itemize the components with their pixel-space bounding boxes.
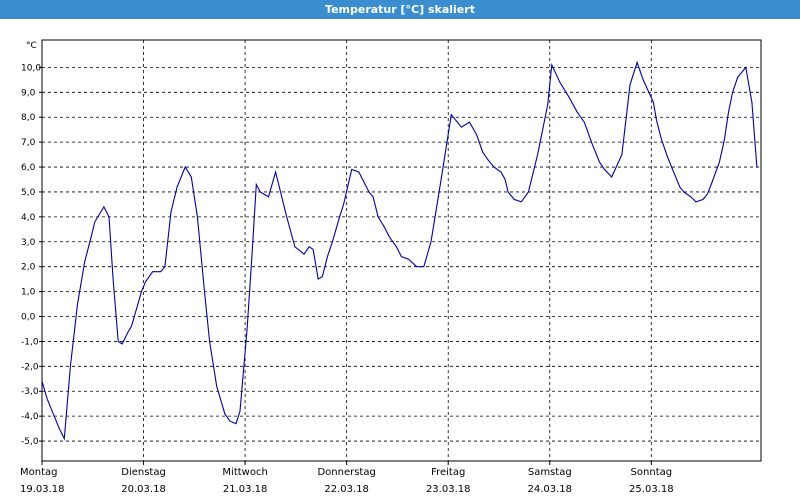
y-axis-ticks: 10,0 9,0 8,0 7,0 6,0 5,0 4,0 3,0 2,0 1,0 0,0 -1,0 -2…: [21, 63, 42, 447]
y-tick-label: 2,0: [21, 263, 36, 273]
y-tick-label: 10,0: [21, 63, 41, 73]
y-tick-label: 3,0: [21, 238, 36, 248]
y-tick-label: 1,0: [21, 288, 36, 298]
chart-title-bar: Temperatur [°C] skaliert: [0, 0, 800, 19]
y-tick-label: 0,0: [21, 313, 36, 323]
y-tick-label: 4,0: [21, 213, 36, 223]
x-axis-labels: Montag 19.03.18 Dienstag 20.03.18 Mittwoch 21…: [20, 467, 674, 495]
x-date-label: 21.03.18: [223, 484, 268, 495]
x-day-label: Freitag: [431, 467, 465, 478]
y-tick-label: 7,0: [21, 138, 36, 148]
x-date-label: 22.03.18: [324, 484, 369, 495]
x-date-label: 20.03.18: [121, 484, 166, 495]
y-tick-label: 5,0: [21, 188, 36, 198]
temperature-chart: °C 10,0 9,0 8,0 7,0 6,0 5,0 4,0 3,0 2,0 1,0 0,0 -1,…: [20, 39, 762, 495]
plot-area: [41, 39, 762, 462]
x-date-label: 25.03.18: [629, 484, 674, 495]
x-day-label: Dienstag: [121, 467, 166, 478]
grid-vertical: [41, 40, 652, 465]
y-tick-label: 9,0: [21, 88, 36, 98]
chart-title: Temperatur [°C] skaliert: [325, 3, 475, 16]
temperature-series-line: [41, 60, 758, 441]
x-day-label: Mittwoch: [222, 467, 267, 478]
y-unit-label: °C: [26, 41, 37, 51]
x-date-label: 23.03.18: [426, 484, 471, 495]
x-day-label: Samstag: [528, 467, 572, 478]
x-date-label: 19.03.18: [20, 484, 65, 495]
y-tick-label: -1,0: [21, 337, 39, 347]
y-tick-label: -2,0: [21, 362, 39, 372]
y-tick-label: -5,0: [21, 437, 39, 447]
x-day-label: Sonntag: [631, 467, 673, 478]
y-tick-label: 8,0: [21, 113, 36, 123]
y-tick-label: -4,0: [21, 412, 39, 422]
y-tick-label: -3,0: [21, 387, 39, 397]
x-day-label: Donnerstag: [317, 467, 375, 478]
x-day-label: Montag: [20, 467, 57, 478]
x-date-label: 24.03.18: [528, 484, 573, 495]
y-tick-label: 6,0: [21, 163, 36, 173]
